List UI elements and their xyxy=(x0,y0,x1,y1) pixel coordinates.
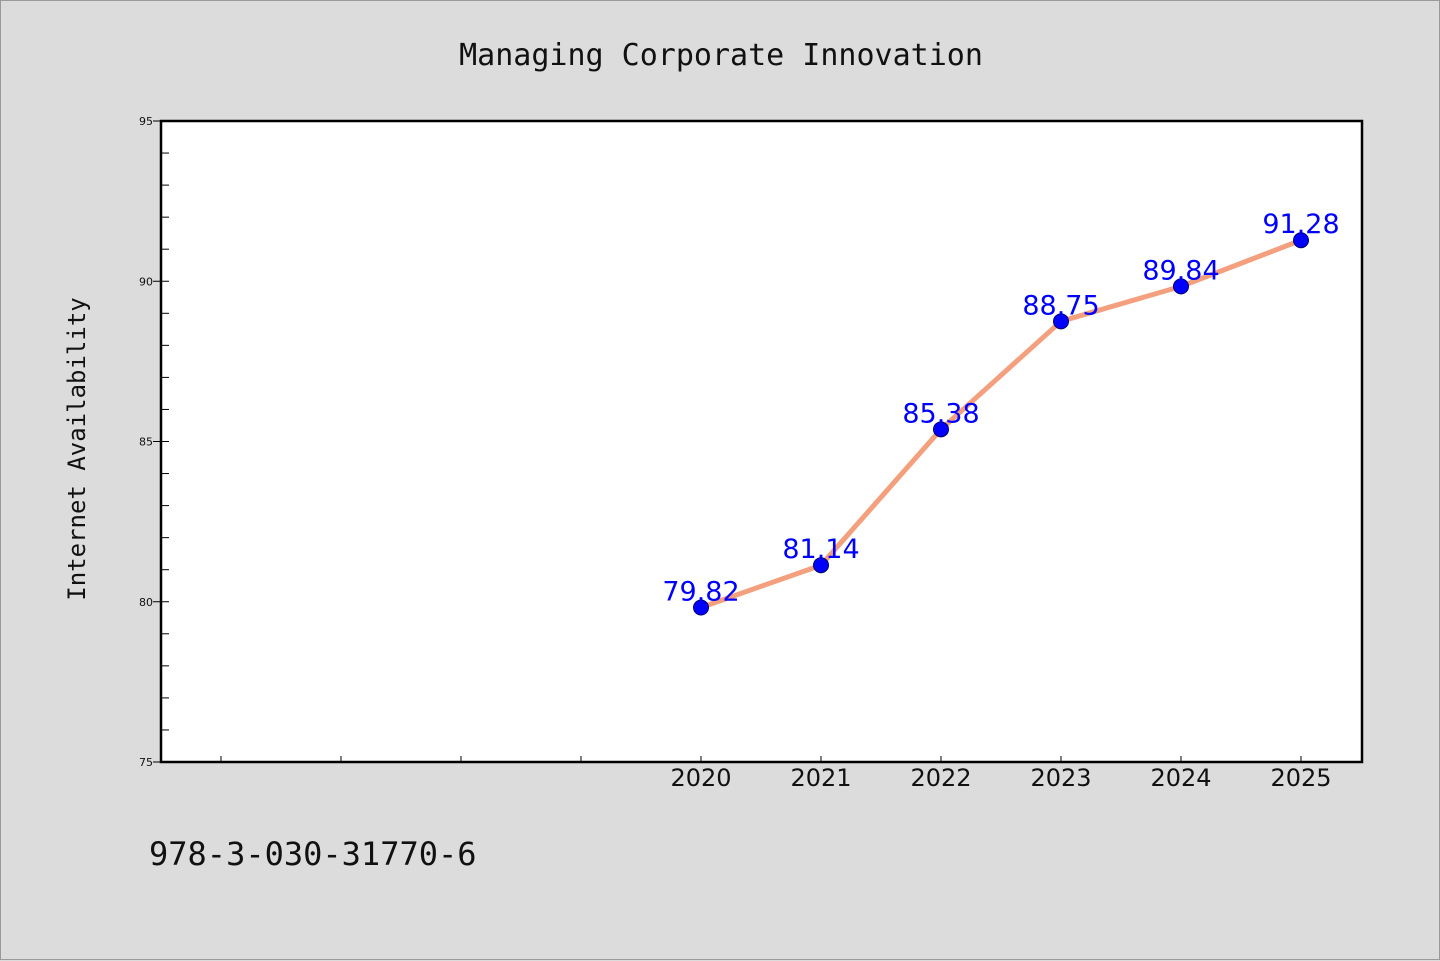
data-point xyxy=(693,599,709,616)
data-point xyxy=(1053,313,1069,330)
x-axis-ticks: 2020 2021 2022 2023 2024 2025 xyxy=(220,756,1332,792)
x-tick-label: 2023 xyxy=(1030,764,1091,792)
data-label: 85.38 xyxy=(902,398,979,429)
x-tick-label: 2021 xyxy=(790,764,851,792)
isbn-text: 978-3-030-31770-6 xyxy=(149,835,477,873)
x-tick-label: 2024 xyxy=(1150,764,1211,792)
series-layer xyxy=(693,232,1309,616)
data-label: 79.82 xyxy=(662,577,739,608)
data-point xyxy=(933,421,949,438)
y-tick-label: 95 xyxy=(139,115,153,128)
series-line xyxy=(698,237,1304,611)
y-tick-label: 90 xyxy=(139,275,153,288)
data-labels: 79.82 81.14 85.38 88.75 89.84 91.28 xyxy=(662,209,1339,607)
data-label: 91.28 xyxy=(1262,209,1339,240)
x-tick-label: 2025 xyxy=(1270,764,1331,792)
y-tick-label: 75 xyxy=(139,756,153,769)
data-label: 89.84 xyxy=(1142,255,1219,286)
data-label: 88.75 xyxy=(1022,290,1099,321)
data-point xyxy=(1173,278,1189,295)
data-label: 81.14 xyxy=(782,534,859,565)
x-tick-label: 2022 xyxy=(910,764,971,792)
y-tick-label: 85 xyxy=(139,436,153,449)
y-tick-label: 80 xyxy=(139,596,153,609)
y-axis-label: Internet Availability xyxy=(63,297,91,600)
data-point xyxy=(1293,232,1309,249)
x-tick-label: 2020 xyxy=(670,764,731,792)
y-axis-ticks: 75 80 85 90 95 xyxy=(139,115,169,769)
chart-title: Managing Corporate Innovation xyxy=(459,38,983,73)
data-point xyxy=(813,557,829,574)
plot-area xyxy=(159,119,1364,764)
